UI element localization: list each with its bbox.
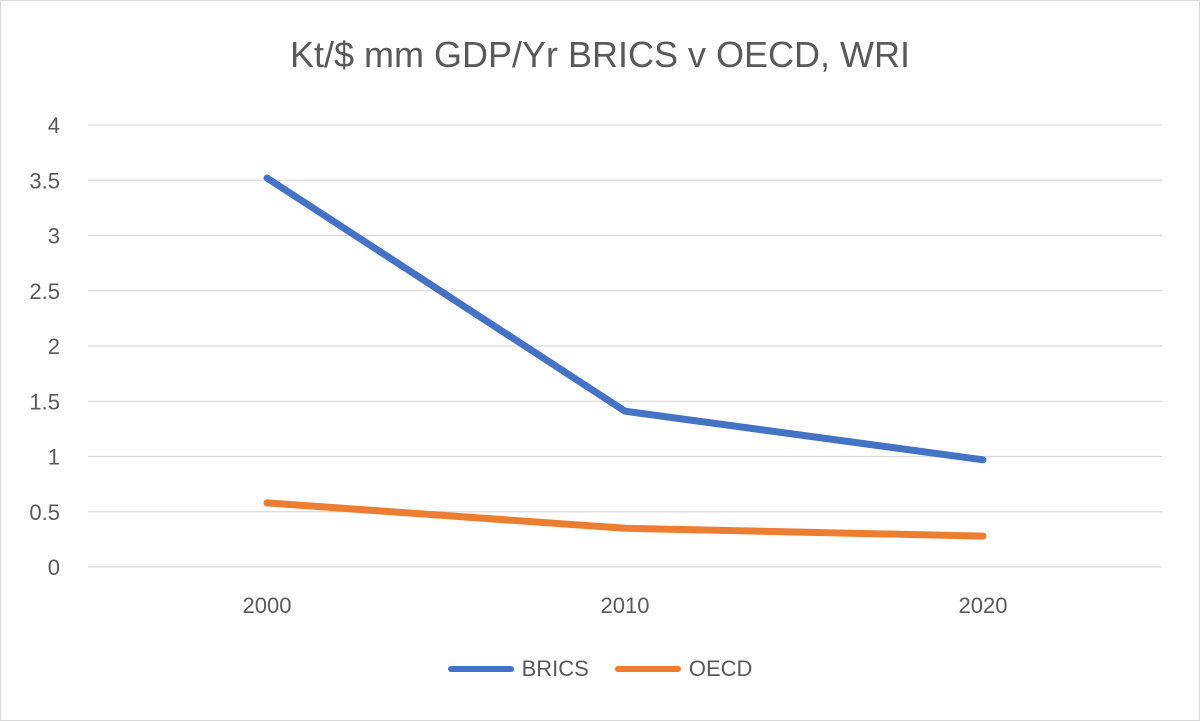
data-point-brics-2000 <box>264 175 270 182</box>
x-tick-label-0: 2000 <box>243 593 292 618</box>
y-tick-label-1: 0.5 <box>29 500 60 525</box>
series-line-brics <box>263 174 987 464</box>
legend-swatch-brics <box>447 666 514 672</box>
data-point-brics-2010 <box>622 408 628 415</box>
series-lines <box>263 174 987 540</box>
gridlines <box>88 124 1162 568</box>
y-tick-label-6: 3 <box>48 224 60 249</box>
y-tick-label-7: 3.5 <box>29 168 60 193</box>
y-axis-tick-labels: 0 0.5 1 1.5 2 2.5 3 3.5 4 <box>29 113 60 580</box>
y-tick-label-3: 1.5 <box>29 389 60 414</box>
legend-label-oecd: OECD <box>688 656 753 681</box>
y-tick-label-0: 0 <box>48 555 60 580</box>
x-tick-label-1: 2010 <box>601 593 650 618</box>
legend-item-oecd: OECD <box>614 656 753 682</box>
chart-title: Kt/$ mm GDP/Yr BRICS v OECD, WRI <box>289 34 911 75</box>
data-point-brics-2020 <box>980 456 986 463</box>
y-tick-label-4: 2 <box>48 334 60 359</box>
data-point-oecd-2010 <box>622 525 628 532</box>
y-tick-label-8: 4 <box>48 113 60 138</box>
y-tick-label-5: 2.5 <box>29 279 60 304</box>
x-axis-tick-labels: 2000 2010 2020 <box>243 593 1008 618</box>
legend: BRICS OECD <box>0 656 1200 682</box>
x-tick-label-2: 2020 <box>959 593 1008 618</box>
legend-label-brics: BRICS <box>521 656 589 681</box>
legend-swatch-oecd <box>614 666 681 672</box>
y-tick-label-2: 1 <box>48 445 60 470</box>
legend-item-brics: BRICS <box>447 656 589 682</box>
data-point-oecd-2000 <box>264 499 270 506</box>
data-point-oecd-2020 <box>980 533 986 540</box>
